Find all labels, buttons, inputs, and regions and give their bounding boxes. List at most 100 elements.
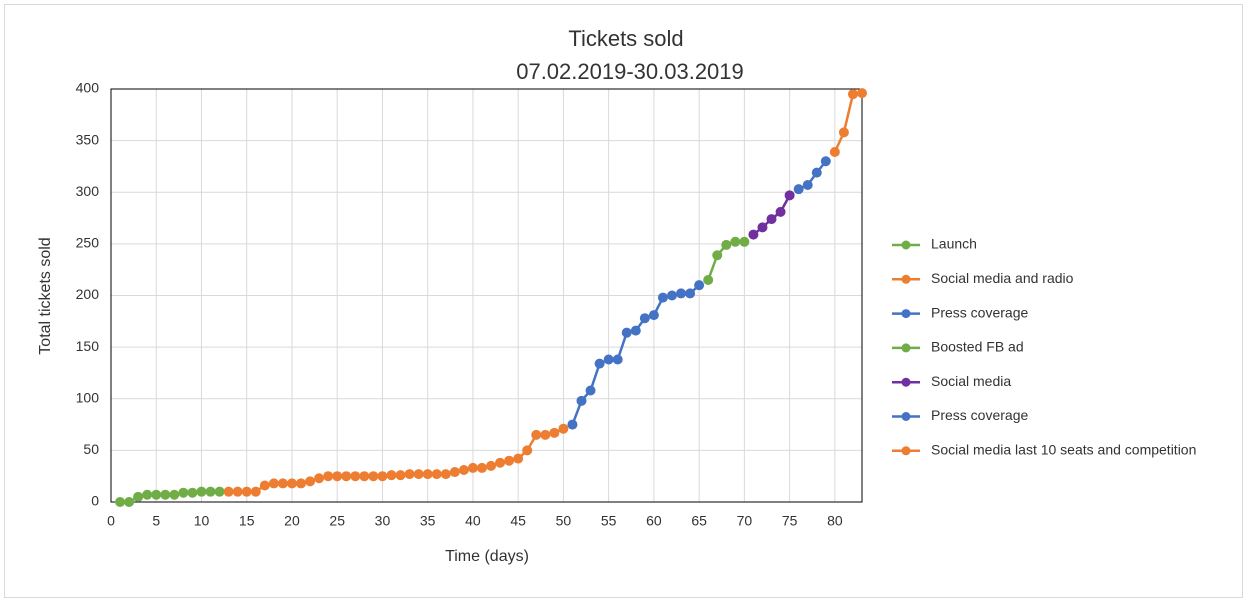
x-tick-label: 35 xyxy=(420,513,436,529)
legend-label: Launch xyxy=(931,236,977,252)
data-point xyxy=(748,229,759,240)
data-point xyxy=(115,497,126,507)
data-point xyxy=(250,486,261,497)
data-point xyxy=(314,473,325,484)
data-point xyxy=(739,236,750,247)
data-point xyxy=(449,467,460,478)
legend-label: Boosted FB ad xyxy=(931,339,1024,355)
data-point xyxy=(531,429,542,440)
data-point xyxy=(178,487,189,498)
data-point xyxy=(277,478,288,489)
legend-marker xyxy=(901,274,911,284)
data-point xyxy=(666,290,677,301)
data-point xyxy=(730,236,741,247)
data-point xyxy=(377,471,388,482)
x-tick-label: 65 xyxy=(691,513,707,529)
data-point xyxy=(133,491,144,502)
data-point xyxy=(124,497,135,507)
data-point xyxy=(368,471,379,482)
legend-marker xyxy=(901,309,911,319)
data-point xyxy=(630,325,641,336)
data-point xyxy=(404,469,415,480)
data-point xyxy=(268,478,279,489)
data-point xyxy=(440,469,451,480)
data-point xyxy=(332,471,343,482)
chart-border xyxy=(4,4,1243,598)
data-point xyxy=(323,471,334,482)
data-point xyxy=(286,478,297,489)
legend-marker xyxy=(901,412,911,421)
chart-title: Tickets sold xyxy=(568,26,683,51)
data-point xyxy=(857,88,867,99)
data-point xyxy=(196,486,207,497)
legend-label: Social media and radio xyxy=(931,270,1074,286)
data-point xyxy=(486,460,497,471)
x-tick-label: 0 xyxy=(107,513,115,529)
data-point xyxy=(214,486,225,497)
data-point xyxy=(431,469,442,480)
data-point xyxy=(422,469,433,480)
legend-marker xyxy=(901,377,911,387)
data-point xyxy=(784,190,795,201)
y-tick-label: 100 xyxy=(76,389,100,405)
data-point xyxy=(676,288,687,299)
data-point xyxy=(838,127,849,138)
data-point xyxy=(639,313,650,324)
data-point xyxy=(540,429,551,440)
data-point xyxy=(223,486,234,497)
data-point xyxy=(305,476,316,487)
data-point xyxy=(467,462,478,473)
data-point xyxy=(386,470,397,481)
data-point xyxy=(142,489,153,500)
x-tick-label: 50 xyxy=(556,513,572,529)
data-point xyxy=(504,455,515,466)
y-tick-label: 50 xyxy=(83,441,99,457)
x-tick-label: 80 xyxy=(827,513,843,529)
legend-label: Social media last 10 seats and competiti… xyxy=(931,442,1196,458)
data-point xyxy=(594,358,605,369)
x-tick-label: 45 xyxy=(510,513,526,529)
data-point xyxy=(847,89,858,100)
data-point xyxy=(205,486,216,497)
data-point xyxy=(621,327,632,338)
x-tick-label: 30 xyxy=(375,513,391,529)
x-tick-label: 55 xyxy=(601,513,617,529)
data-point xyxy=(522,445,533,456)
data-point xyxy=(413,469,424,480)
data-point xyxy=(685,288,696,299)
data-point xyxy=(259,480,270,491)
data-point xyxy=(458,464,469,475)
y-tick-label: 250 xyxy=(76,235,100,251)
data-point xyxy=(476,462,487,473)
chart-subtitle: 07.02.2019-30.03.2019 xyxy=(516,59,744,84)
data-point xyxy=(657,292,668,303)
data-point xyxy=(585,385,596,396)
data-point xyxy=(694,280,705,291)
y-axis-label: Total tickets sold xyxy=(37,237,54,354)
y-tick-label: 400 xyxy=(76,80,100,96)
legend-marker xyxy=(901,446,911,456)
legend-label: Social media xyxy=(931,373,1011,389)
x-tick-label: 10 xyxy=(194,513,210,529)
data-point xyxy=(395,470,406,481)
y-tick-label: 300 xyxy=(76,183,100,199)
data-point xyxy=(160,489,171,500)
data-point xyxy=(712,250,723,261)
data-point xyxy=(703,275,714,286)
legend-marker xyxy=(901,343,911,353)
data-point xyxy=(576,395,587,406)
data-point xyxy=(829,146,840,157)
data-point xyxy=(775,206,786,217)
x-tick-label: 40 xyxy=(465,513,481,529)
data-point xyxy=(359,471,370,482)
x-tick-label: 20 xyxy=(284,513,300,529)
data-point xyxy=(549,427,560,438)
y-tick-label: 0 xyxy=(91,493,99,509)
x-tick-label: 60 xyxy=(646,513,662,529)
legend-label: Press coverage xyxy=(931,407,1028,423)
legend-marker xyxy=(901,240,911,250)
data-point xyxy=(187,487,198,498)
data-point xyxy=(296,478,307,489)
data-point xyxy=(567,419,578,430)
